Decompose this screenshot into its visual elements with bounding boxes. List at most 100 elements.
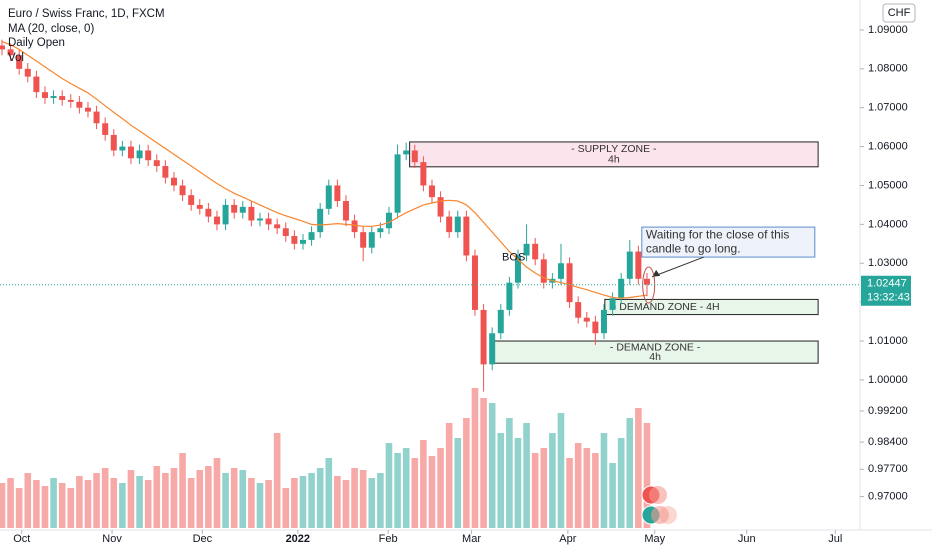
candle-body: [205, 208, 212, 217]
candle-body: [411, 150, 418, 163]
volume-bar: [574, 443, 582, 528]
candle-body: [514, 255, 521, 283]
candle-body: [609, 298, 616, 310]
icon[interactable]: [659, 506, 677, 524]
candle-body: [93, 111, 100, 124]
volume-bar: [248, 478, 255, 528]
indicator: Daily Open: [8, 37, 65, 49]
volume-bar: [299, 476, 307, 528]
volume-bar: [600, 433, 608, 528]
candle-body: [41, 92, 48, 98]
ma-line: [1, 41, 648, 299]
volume-bar: [325, 458, 333, 528]
volume-bar: [643, 423, 651, 528]
volume-bar: [368, 478, 376, 528]
volume-bar: [566, 458, 573, 528]
volume-bar: [420, 440, 427, 528]
x-tick-label: Feb: [379, 533, 398, 545]
volume-bar: [609, 463, 616, 528]
countdown: 13:32:43: [867, 292, 910, 304]
volume-bar: [411, 458, 419, 528]
volume-bar: [540, 448, 548, 528]
candle-body: [600, 309, 607, 334]
candle-body: [334, 185, 341, 202]
volume-bar: [265, 480, 272, 528]
currency[interactable]: CHF: [888, 7, 911, 19]
candle-body: [67, 99, 74, 102]
volume-bar: [617, 438, 625, 528]
candle-body: [84, 107, 91, 112]
volume-bar: [230, 468, 238, 528]
y-tick-label: 1.05000: [868, 179, 908, 191]
zone-label: - SUPPLY ZONE -: [571, 143, 657, 155]
bos-label: BOS: [502, 251, 525, 263]
volume-bar: [583, 448, 591, 528]
volume-bar: [488, 403, 496, 528]
candle-body: [428, 185, 435, 198]
candle-body: [618, 278, 625, 299]
volume-bar: [385, 443, 393, 528]
candle-body: [239, 206, 246, 213]
note-box: [641, 226, 816, 258]
candle-body: [222, 204, 229, 225]
candle-body: [274, 224, 281, 229]
candle-body: [489, 333, 496, 365]
zone: [409, 141, 819, 168]
candle-body: [420, 162, 427, 186]
candle-body: [583, 317, 590, 322]
candle-body: [540, 259, 547, 283]
candle-body: [317, 208, 324, 233]
y-tick-label: 0.99200: [868, 405, 908, 417]
y-tick-label: 0.98400: [868, 436, 908, 448]
candle-body: [385, 212, 392, 229]
candle-body: [102, 123, 109, 135]
volume-bar: [316, 468, 324, 528]
volume-bar: [76, 476, 83, 528]
volume-bar: [58, 483, 66, 528]
candle-body: [127, 146, 134, 159]
candle-body: [377, 228, 384, 233]
candle-body: [282, 228, 289, 237]
candle-body: [368, 232, 375, 248]
x-tick-label: Dec: [193, 533, 213, 545]
candle-body: [7, 49, 14, 56]
candle-body: [162, 166, 169, 178]
candle-body: [351, 220, 358, 233]
candle-body: [153, 160, 160, 167]
candle-body: [403, 150, 410, 155]
y-tick-label: 1.08000: [868, 63, 908, 75]
volume-bar: [101, 468, 109, 528]
candle-body: [643, 278, 650, 285]
tool-icons[interactable]: [641, 485, 677, 525]
candle-body: [506, 282, 513, 310]
candle-body: [24, 68, 31, 77]
note-text: candle to go long.: [646, 241, 741, 255]
y-tick-label: 0.97700: [868, 463, 908, 475]
candle-body: [50, 96, 57, 98]
x-tick-label: 2022: [286, 533, 310, 545]
last-price-label: 1.02447: [867, 278, 907, 290]
volume-bar: [144, 480, 152, 528]
indicator: MA (20, close, 0): [8, 23, 94, 35]
y-tick-label: 1.04000: [868, 218, 908, 230]
volume-bar: [523, 423, 530, 528]
candle-body: [592, 321, 599, 334]
icon[interactable]: [649, 486, 667, 504]
volume-bar: [256, 483, 264, 528]
volume-bar: [402, 448, 410, 528]
candle-body: [256, 218, 263, 221]
volume-bar: [394, 453, 401, 528]
candle-body: [170, 177, 177, 186]
candle-body: [59, 96, 66, 100]
candle-body: [231, 204, 238, 213]
currency-box[interactable]: [882, 3, 916, 23]
volume-bar: [162, 473, 169, 528]
candle-body: [213, 216, 220, 225]
volume-bar: [273, 433, 281, 528]
volume-bar: [67, 488, 75, 528]
volume-bar: [41, 486, 49, 528]
icon[interactable]: [651, 506, 669, 524]
volume-bar: [15, 488, 23, 528]
candle-body: [360, 232, 367, 248]
